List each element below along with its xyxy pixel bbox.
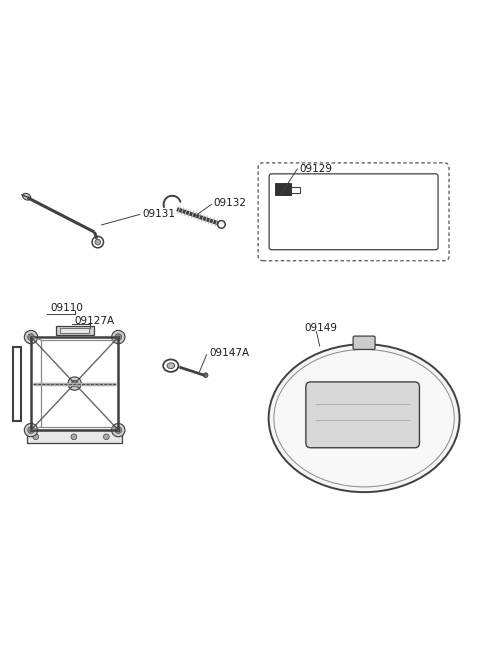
Text: 09127A: 09127A bbox=[74, 316, 114, 326]
Ellipse shape bbox=[167, 363, 175, 369]
Bar bbox=[60, 328, 89, 333]
Circle shape bbox=[72, 381, 78, 387]
Circle shape bbox=[115, 333, 121, 341]
FancyBboxPatch shape bbox=[353, 336, 375, 350]
Ellipse shape bbox=[274, 350, 454, 487]
Circle shape bbox=[203, 373, 208, 378]
Circle shape bbox=[115, 427, 121, 434]
Ellipse shape bbox=[23, 193, 31, 200]
Circle shape bbox=[95, 239, 101, 245]
Circle shape bbox=[68, 377, 81, 390]
Circle shape bbox=[33, 434, 38, 440]
Circle shape bbox=[112, 423, 125, 437]
Circle shape bbox=[104, 434, 109, 440]
Circle shape bbox=[112, 330, 125, 344]
Text: 09147A: 09147A bbox=[209, 348, 249, 358]
Text: 09110: 09110 bbox=[50, 303, 83, 313]
Text: 09132: 09132 bbox=[214, 198, 247, 208]
Bar bbox=[56, 326, 94, 335]
Bar bbox=[290, 187, 300, 193]
Text: 09129: 09129 bbox=[300, 164, 333, 174]
Ellipse shape bbox=[269, 345, 459, 492]
FancyBboxPatch shape bbox=[306, 382, 420, 448]
Text: 09149: 09149 bbox=[304, 324, 337, 333]
Bar bbox=[276, 183, 290, 195]
FancyBboxPatch shape bbox=[27, 430, 122, 443]
Circle shape bbox=[24, 330, 37, 344]
Circle shape bbox=[24, 423, 37, 437]
Text: 09131: 09131 bbox=[142, 210, 175, 219]
Circle shape bbox=[28, 333, 34, 341]
Circle shape bbox=[28, 427, 34, 434]
Circle shape bbox=[71, 434, 77, 440]
